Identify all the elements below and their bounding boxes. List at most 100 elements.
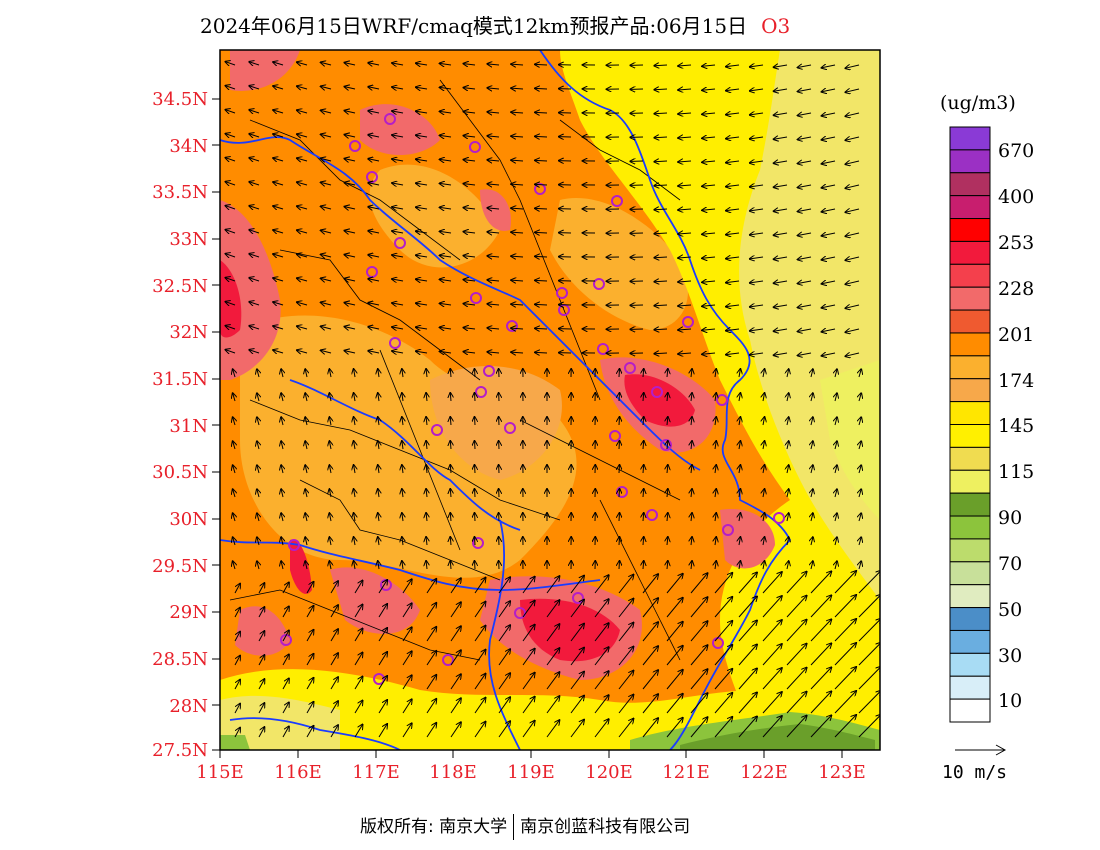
wind-arrow bbox=[822, 89, 836, 92]
wind-arrow bbox=[345, 63, 356, 65]
wind-arrow bbox=[715, 513, 716, 522]
wind-arrow bbox=[487, 112, 500, 113]
wind-arrow bbox=[619, 465, 620, 474]
wind-arrow bbox=[811, 561, 813, 570]
wind-arrow bbox=[487, 64, 500, 65]
wind-arrow bbox=[233, 369, 235, 378]
wind-arrow bbox=[763, 537, 765, 546]
wind-arrow bbox=[305, 465, 307, 474]
wind-arrow bbox=[475, 561, 476, 570]
wind-arrow bbox=[835, 537, 837, 546]
wind-arrow bbox=[594, 599, 609, 618]
wind-arrow bbox=[786, 620, 807, 642]
wind-arrow bbox=[666, 574, 683, 594]
wind-arrow bbox=[416, 231, 428, 233]
legend-swatch bbox=[949, 126, 991, 151]
wind-arrow bbox=[450, 561, 451, 570]
wind-arrow bbox=[535, 208, 548, 209]
wind-arrow bbox=[654, 137, 668, 138]
wind-arrow bbox=[798, 353, 812, 356]
wind-arrow bbox=[535, 304, 548, 305]
wind-arrow bbox=[330, 701, 338, 714]
legend-label: 400 bbox=[998, 186, 1035, 208]
legend-label: 90 bbox=[998, 507, 1023, 529]
wind-arrow bbox=[654, 161, 668, 162]
wind-arrow bbox=[426, 603, 436, 618]
wind-arrow bbox=[233, 465, 235, 474]
station-marker bbox=[597, 343, 609, 355]
wind-arrow bbox=[822, 305, 836, 308]
wind-arrow bbox=[739, 369, 740, 378]
lat-tick-marks bbox=[212, 98, 220, 751]
wind-arrow bbox=[450, 626, 461, 642]
wind-arrow bbox=[618, 647, 633, 666]
wind-arrow bbox=[546, 672, 559, 690]
wind-arrow bbox=[440, 255, 452, 257]
wind-arrow bbox=[763, 465, 765, 474]
wind-arrow bbox=[822, 161, 836, 164]
wind-arrow bbox=[715, 537, 716, 546]
wind-arrow bbox=[667, 369, 668, 378]
wind-arrow bbox=[306, 654, 314, 666]
wind-arrow bbox=[535, 64, 548, 65]
wind-arrow bbox=[450, 578, 461, 594]
wind-arrow bbox=[498, 649, 510, 666]
wind-arrow bbox=[416, 327, 428, 329]
wind-arrow bbox=[762, 716, 782, 738]
wind-arrow bbox=[642, 622, 658, 642]
wind-arrow bbox=[330, 581, 338, 594]
lon-tick-label: 119E bbox=[507, 762, 555, 783]
province-line-3 bbox=[220, 539, 601, 591]
wind-arrow bbox=[487, 280, 500, 281]
wind-arrow bbox=[281, 489, 283, 498]
wind-arrow bbox=[273, 350, 284, 353]
wind-arrow bbox=[798, 233, 812, 236]
wind-arrow bbox=[416, 303, 428, 305]
province-line-1 bbox=[220, 136, 701, 471]
wind-arrow bbox=[378, 652, 387, 666]
wind-arrow bbox=[475, 417, 476, 426]
copyright-left: 版权所有: 南京大学 bbox=[360, 817, 508, 837]
wind-arrow bbox=[306, 582, 314, 594]
wind-arrow bbox=[762, 596, 782, 618]
legend-label: 228 bbox=[998, 278, 1035, 300]
lon-tick-label: 117E bbox=[352, 762, 400, 783]
legend-label: 115 bbox=[998, 461, 1035, 483]
wind-arrow bbox=[642, 670, 658, 690]
legend-swatch bbox=[949, 240, 991, 265]
wind-arrow bbox=[522, 625, 535, 642]
plot-frame bbox=[219, 49, 881, 751]
wind-arrow bbox=[678, 305, 692, 306]
station-marker bbox=[394, 237, 406, 249]
wind-arrow bbox=[787, 537, 789, 546]
lat-axis: 34.5N 34N 33.5N 33N 32.5N 32N 31.5N 31N … bbox=[152, 89, 208, 761]
wind-arrow bbox=[226, 206, 236, 209]
wind-arrow bbox=[667, 441, 668, 450]
wind-arrow bbox=[354, 513, 355, 522]
wind-arrow bbox=[321, 182, 332, 185]
wind-arrow bbox=[511, 136, 524, 137]
wind-arrow bbox=[498, 721, 510, 738]
wind-arrow bbox=[774, 209, 788, 211]
wind-arrow bbox=[330, 677, 338, 690]
wind-arrow bbox=[368, 207, 380, 209]
lat-tick-label: 31.5N bbox=[152, 369, 208, 390]
wind-arrow bbox=[226, 134, 236, 137]
wind-arrow bbox=[305, 417, 307, 426]
wind-arrow bbox=[440, 303, 452, 305]
wind-arrow bbox=[249, 302, 260, 305]
wind-arrow bbox=[257, 513, 259, 522]
wind-arrow bbox=[329, 537, 331, 546]
wind-arrow bbox=[643, 441, 644, 450]
wind-arrow bbox=[378, 465, 379, 474]
copyright-footer: 版权所有: 南京大学 南京创蓝科技有限公司 bbox=[360, 812, 690, 840]
wind-arrow bbox=[786, 668, 807, 690]
wind-arrow bbox=[354, 581, 363, 594]
wind-vectors bbox=[226, 62, 880, 738]
legend-label: 50 bbox=[998, 599, 1023, 621]
wind-scale-label: 10 m/s bbox=[942, 762, 1008, 783]
wind-arrow bbox=[859, 561, 861, 570]
wind-arrow bbox=[450, 489, 451, 498]
station-marker bbox=[722, 524, 734, 536]
wind-arrow bbox=[787, 561, 789, 570]
